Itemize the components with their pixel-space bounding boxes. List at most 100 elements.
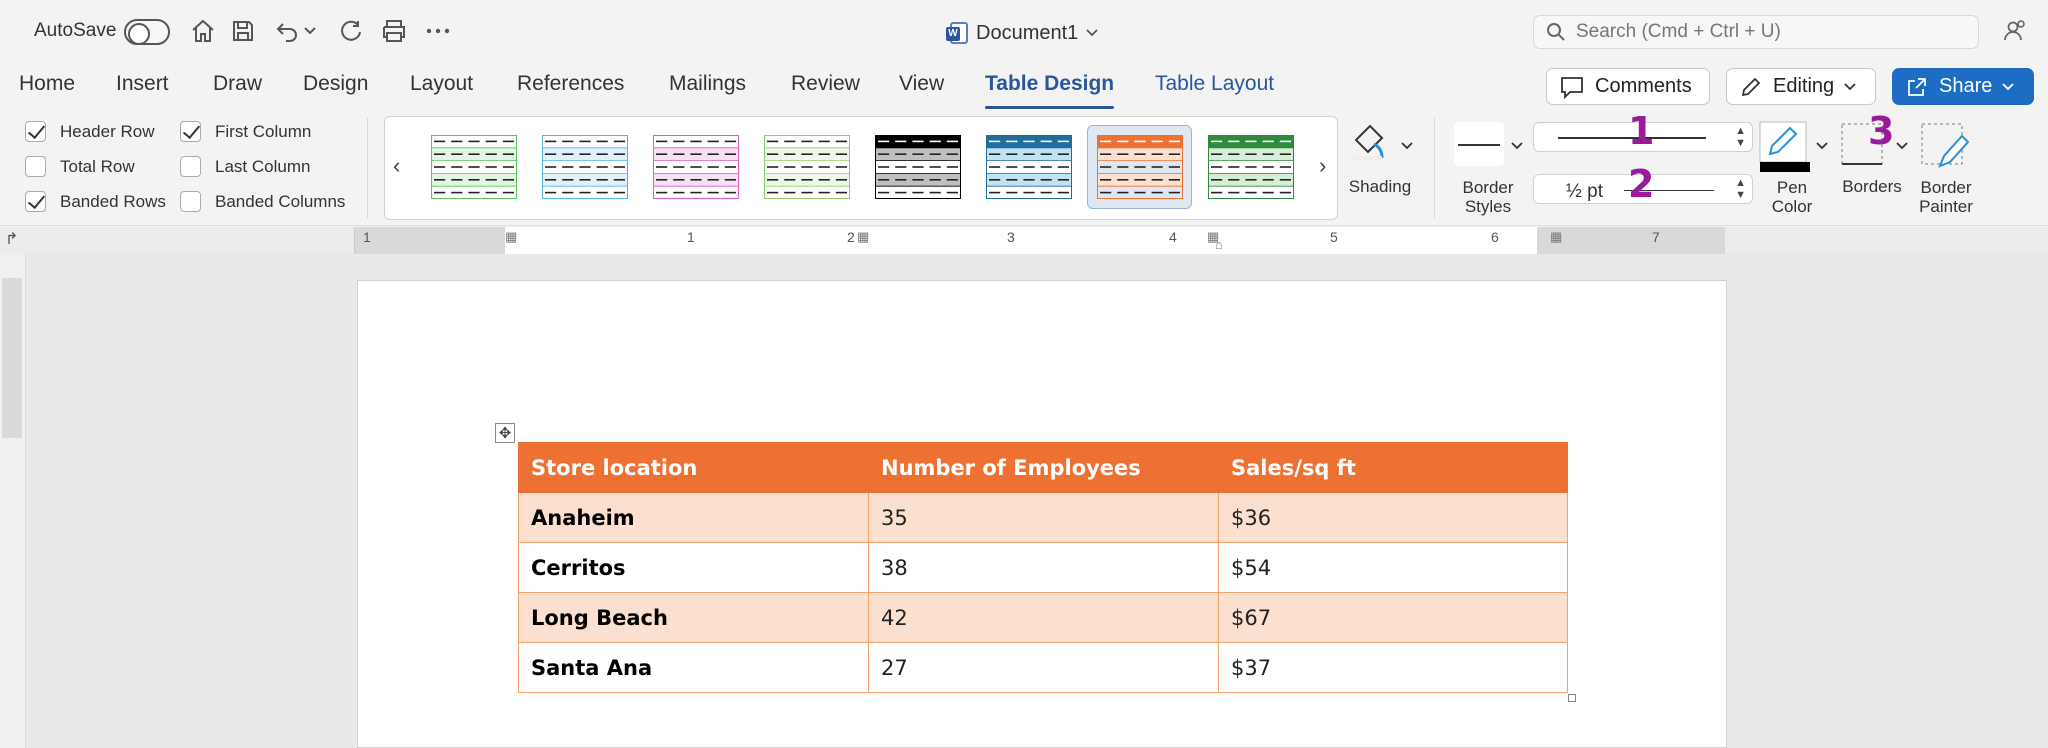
table-cell[interactable]: Santa Ana [518,642,869,693]
table-cell[interactable]: $37 [1218,642,1568,693]
table-style-option[interactable] [643,125,748,209]
pencil-icon [1741,77,1761,96]
banded-columns-option[interactable]: Banded Columns [180,191,345,212]
border-styles-label: Border Styles [1462,178,1514,216]
borders-dropdown-chevron-icon[interactable] [1896,142,1908,150]
border-styles-dropdown-chevron-icon[interactable] [1511,142,1523,150]
tab-layout[interactable]: Layout [410,72,474,95]
undo-dropdown-chevron-icon[interactable] [300,14,320,48]
table-cell[interactable]: 27 [868,642,1219,693]
pen-color-dropdown-chevron-icon[interactable] [1816,142,1828,150]
tab-view[interactable]: View [899,72,945,95]
redo-icon[interactable] [334,14,368,48]
paint-bucket-icon [1352,124,1384,160]
table-style-option[interactable] [1087,125,1192,209]
word-document-icon [946,22,968,44]
table-cell[interactable]: 35 [868,492,1219,543]
table-style-option[interactable] [421,125,526,209]
tab-stop-icon[interactable]: ↱ [5,231,19,248]
banded-rows-option[interactable]: Banded Rows [25,191,166,212]
header-row-option[interactable]: Header Row [25,121,155,142]
banded-columns-checkbox[interactable] [180,191,201,212]
ruler-label: 1 [363,229,371,245]
search-box[interactable]: Search (Cmd + Ctrl + U) [1533,15,1979,49]
last-column-option[interactable]: Last Column [180,156,310,177]
table-cell[interactable]: 38 [868,542,1219,593]
header-row-checkbox[interactable] [25,121,46,142]
comments-button[interactable]: Comments [1546,68,1710,105]
document-page[interactable]: ✥ Store location Number of Employees Sal… [357,280,1727,748]
tab-insert[interactable]: Insert [116,72,169,95]
line-style-dropdown[interactable]: ▲ ▼ [1533,122,1753,152]
column-marker-icon[interactable]: ▦ [505,229,518,244]
pen-color-button[interactable] [1758,120,1812,174]
table-cell[interactable]: Anaheim [518,492,869,543]
pen-weight-dropdown[interactable]: ½ pt ▲ ▼ [1533,174,1753,204]
column-marker-icon[interactable]: ▦ [1550,229,1563,244]
column-marker-icon[interactable]: ▦ [1207,229,1220,244]
table-resize-handle[interactable] [1568,694,1576,702]
header-cell[interactable]: Number of Employees [868,442,1219,493]
last-column-checkbox[interactable] [180,156,201,177]
ruler-label: 6 [1491,229,1499,245]
stepper-icon: ▲ ▼ [1735,177,1746,201]
pen-weight-value: ½ pt [1566,181,1603,202]
table-cell[interactable]: Cerritos [518,542,869,593]
indent-marker-icon[interactable]: ⌂ [1215,237,1223,252]
shading-dropdown-chevron-icon[interactable] [1401,142,1413,150]
first-column-label: First Column [215,121,312,141]
table-cell[interactable]: Long Beach [518,592,869,643]
undo-icon[interactable] [270,14,304,48]
border-painter-button[interactable] [1918,120,1972,174]
tab-draw[interactable]: Draw [213,72,263,95]
shading-button[interactable] [1348,118,1408,178]
table-style-option[interactable] [865,125,970,209]
table-cell[interactable]: 42 [868,592,1219,643]
ruler-label: 5 [1330,229,1338,245]
column-marker-icon[interactable]: ▦ [857,229,870,244]
share-button[interactable]: Share [1892,68,2034,105]
tab-references[interactable]: References [517,72,625,95]
table-cell[interactable]: $36 [1218,492,1568,543]
banded-rows-checkbox[interactable] [25,191,46,212]
table-style-option[interactable] [1198,125,1303,209]
first-column-checkbox[interactable] [180,121,201,142]
borders-button[interactable] [1838,120,1886,168]
table-move-handle-icon[interactable]: ✥ [495,423,515,443]
print-icon[interactable] [377,14,411,48]
save-icon[interactable] [226,14,260,48]
search-placeholder: Search (Cmd + Ctrl + U) [1576,21,1781,42]
tab-home[interactable]: Home [19,72,76,95]
gallery-next-icon[interactable]: › [1319,153,1327,178]
tab-table-layout[interactable]: Table Layout [1155,72,1275,95]
table-style-option[interactable] [754,125,859,209]
total-row-checkbox[interactable] [25,156,46,177]
editing-mode-button[interactable]: Editing [1726,68,1876,105]
autosave-toggle[interactable] [124,19,170,45]
table-cell[interactable]: $67 [1218,592,1568,643]
tab-mailings[interactable]: Mailings [669,72,747,95]
more-options-icon[interactable] [421,14,455,48]
search-icon [1547,23,1565,41]
home-icon[interactable] [186,14,220,48]
document-title[interactable]: Document1 [946,18,1098,48]
table-style-option[interactable] [532,125,637,209]
table-cell[interactable]: $54 [1218,542,1568,593]
tab-review[interactable]: Review [791,72,860,95]
gallery-previous-icon[interactable]: ‹ [393,153,401,178]
ruler-label: 4 [1169,229,1177,245]
first-column-option[interactable]: First Column [180,121,311,142]
table-row: Santa Ana 27 $37 [518,642,1568,693]
header-cell[interactable]: Store location [518,442,869,493]
data-table[interactable]: Store location Number of Employees Sales… [518,442,1568,693]
border-styles-button[interactable] [1454,122,1504,166]
header-cell[interactable]: Sales/sq ft [1218,442,1568,493]
table-style-preview-icon [430,135,517,199]
table-style-option[interactable] [976,125,1081,209]
tab-table-design[interactable]: Table Design [985,72,1115,109]
ruler-text-area: 1 1 2 3 4 5 6 7 ▦ ▦ ▦ ▦ ⌂ [354,227,1725,254]
tab-design[interactable]: Design [303,72,369,95]
table-header-row: Store location Number of Employees Sales… [518,442,1568,493]
total-row-option[interactable]: Total Row [25,156,135,177]
share-people-icon[interactable] [1998,14,2032,48]
